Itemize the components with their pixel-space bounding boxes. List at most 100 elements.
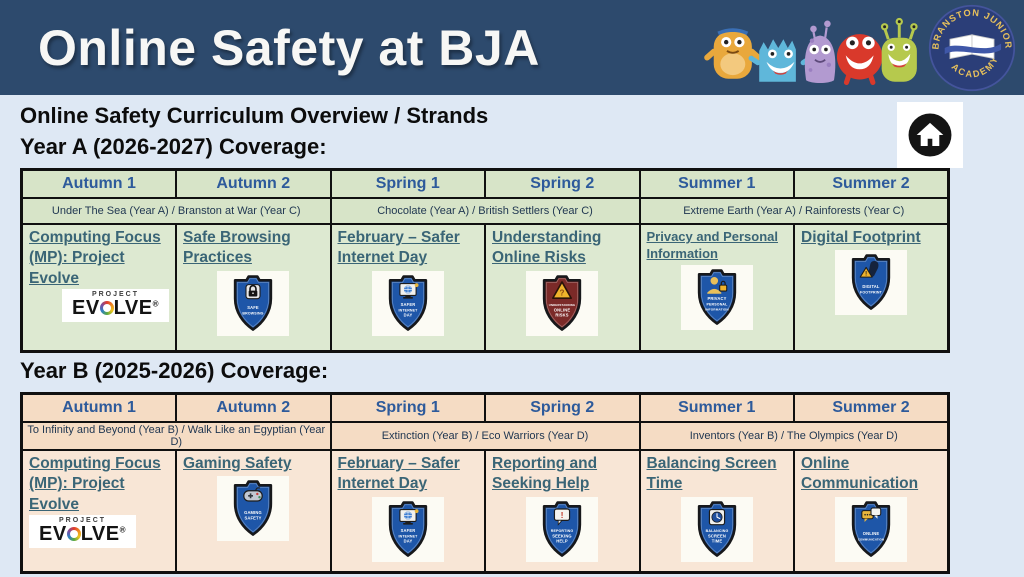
curriculum-cell: Privacy and Personal Information PRIVACY… (638, 223, 795, 353)
strand-link[interactable]: Computing Focus (MP): Project Evolve (29, 455, 161, 513)
curriculum-cell: Safe Browsing Practices SAFE BROWSING (175, 223, 332, 353)
curriculum-table-year-a: Autumn 1 Autumn 2 Spring 1 Spring 2 Summer 1… (20, 168, 950, 353)
strand-link[interactable]: Safe Browsing Practices (183, 229, 291, 267)
school-logo: BRANSTON JUNIOR ACADEMY (928, 4, 1016, 92)
topic-cell: Extinction (Year B) / Eco Warriors (Year… (329, 421, 641, 451)
strand-link[interactable]: Digital Footprint (801, 229, 921, 246)
curriculum-cell: Balancing Screen Time BALANCING SCREEN TIM… (638, 448, 795, 574)
badge-area: SAFER INTERNET DAY (338, 496, 479, 567)
badge-area: PROJECT EV LVE® (29, 289, 169, 323)
strand-link[interactable]: February – Safer Internet Day (337, 229, 460, 267)
badge-photo: ! REPORTING SEEKING HELP (526, 496, 599, 562)
svg-text:SAFER: SAFER (400, 302, 415, 307)
svg-text:ONLINE: ONLINE (863, 531, 880, 536)
svg-text:TIME: TIME (712, 538, 723, 543)
term-header: Summer 2 (793, 392, 950, 423)
svg-text:ONLINE: ONLINE (554, 308, 571, 313)
svg-text:INFORMATION: INFORMATION (705, 308, 729, 312)
color-ring-icon (99, 301, 114, 316)
home-button[interactable] (897, 102, 963, 168)
strand-link[interactable]: Balancing Screen Time (646, 455, 777, 493)
registered-mark: ® (119, 525, 127, 535)
term-header: Spring 1 (329, 168, 486, 199)
svg-text:UNDERSTANDING: UNDERSTANDING (549, 303, 575, 307)
color-ring-icon (66, 527, 81, 542)
red-monster-icon (836, 34, 883, 86)
svg-text:DIGITAL: DIGITAL (862, 284, 880, 289)
svg-text:SAFER: SAFER (400, 528, 415, 533)
project-evolve-logo: PROJECT EV LVE® (61, 289, 169, 323)
strand-link[interactable]: February – Safer Internet Day (337, 455, 460, 493)
term-header-row: Autumn 1 Autumn 2 Spring 1 Spring 2 Summer 1… (20, 392, 950, 423)
term-header: Autumn 2 (175, 168, 332, 199)
svg-text:INTERNET: INTERNET (398, 309, 418, 313)
home-icon (908, 113, 952, 157)
svg-text:DAY: DAY (403, 312, 412, 317)
curriculum-cell: Online Communication ONLINE COMMUNICATION (793, 448, 950, 574)
monsters-illustration (704, 17, 918, 86)
topic-cell: Inventors (Year B) / The Olympics (Year … (638, 421, 950, 451)
badge-area: GAMING SAFETY (183, 476, 324, 546)
badge-photo: PRIVACY PERSONAL INFORMATION (680, 265, 753, 331)
term-header: Spring 1 (329, 392, 486, 423)
badge-area: PROJECT EV LVE® (29, 515, 169, 549)
badge-photo: ! DIGITAL FOOTPRINT (835, 250, 907, 316)
strand-link[interactable]: Reporting and Seeking Help (492, 455, 598, 493)
curriculum-tables: Year A (2026-2027) Coverage: Autumn 1 Autu… (20, 134, 1024, 574)
badge-area: BALANCING SCREEN TIME (647, 496, 788, 567)
slide-title: Online Safety at BJA (38, 19, 540, 76)
svg-text:SEEKING: SEEKING (552, 534, 572, 539)
year-heading-year-b: Year B (2025-2026) Coverage: (20, 358, 329, 383)
curriculum-cell: Understanding Online Risks ? UNDERSTANDIN… (484, 223, 641, 353)
svg-text:GAMING: GAMING (244, 510, 262, 515)
content-row: Computing Focus (MP): Project Evolve PROJ… (20, 448, 950, 574)
strand-link[interactable]: Online Communication (801, 455, 919, 493)
svg-text:PRIVACY: PRIVACY (707, 296, 726, 301)
svg-text:?: ? (560, 288, 565, 297)
svg-text:SAFETY: SAFETY (245, 516, 262, 521)
badge-area: ! DIGITAL FOOTPRINT (801, 250, 941, 320)
curriculum-cell: Computing Focus (MP): Project Evolve PROJ… (20, 223, 177, 353)
purple-monster-icon (804, 20, 836, 84)
svg-text:SCREEN: SCREEN (708, 534, 726, 539)
svg-text:!: ! (561, 510, 564, 520)
open-book-icon (944, 34, 1002, 60)
svg-text:BALANCING: BALANCING (705, 529, 728, 533)
title-banner: Online Safety at BJA (0, 0, 1024, 95)
project-evolve-logo-wordmark: EV LVE® (71, 297, 159, 320)
badge-area: ONLINE COMMUNICATION (801, 496, 941, 567)
svg-text:SAFE: SAFE (247, 305, 259, 310)
page-title: Online Safety Curriculum Overview / Stra… (20, 103, 489, 128)
term-header: Summer 1 (638, 168, 795, 199)
svg-text:RISKS: RISKS (556, 312, 569, 317)
blue-monster-icon (748, 39, 813, 82)
curriculum-cell: February – Safer Internet Day SAFER INTER… (329, 223, 486, 353)
green-monster-icon (880, 17, 918, 82)
strand-link[interactable]: Understanding Online Risks (492, 229, 602, 267)
term-header-row: Autumn 1 Autumn 2 Spring 1 Spring 2 Summer 1… (20, 168, 950, 199)
svg-text:COMMUNICATION: COMMUNICATION (858, 537, 884, 541)
strand-link[interactable]: Privacy and Personal Information (646, 229, 779, 262)
topic-cell: Under The Sea (Year A) / Branston at War… (20, 197, 332, 225)
badge-area: SAFER INTERNET DAY (338, 270, 479, 341)
svg-text:REPORTING: REPORTING (551, 529, 574, 533)
year-heading-year-a: Year A (2026-2027) Coverage: (20, 134, 327, 159)
term-header: Autumn 1 (20, 168, 177, 199)
term-header: Autumn 2 (175, 392, 332, 423)
svg-text:!: ! (865, 272, 867, 278)
svg-text:FOOTPRINT: FOOTPRINT (860, 291, 883, 295)
svg-text:INTERNET: INTERNET (398, 535, 418, 539)
badge-area: SAFE BROWSING (183, 270, 324, 341)
curriculum-cell: Reporting and Seeking Help ! REPORTING SEE… (484, 448, 641, 574)
strand-link[interactable]: Gaming Safety (183, 455, 292, 472)
strand-link[interactable]: Computing Focus (MP): Project Evolve (29, 229, 161, 287)
badge-photo: SAFER INTERNET DAY (371, 270, 444, 336)
curriculum-cell: Digital Footprint ! DIGITAL FOOTPRINT (793, 223, 950, 353)
project-evolve-logo: PROJECT EV LVE® (29, 515, 137, 549)
term-header: Spring 2 (484, 392, 641, 423)
svg-text:PERSONAL: PERSONAL (706, 303, 728, 307)
project-evolve-logo-wordmark: EV LVE® (39, 523, 127, 546)
